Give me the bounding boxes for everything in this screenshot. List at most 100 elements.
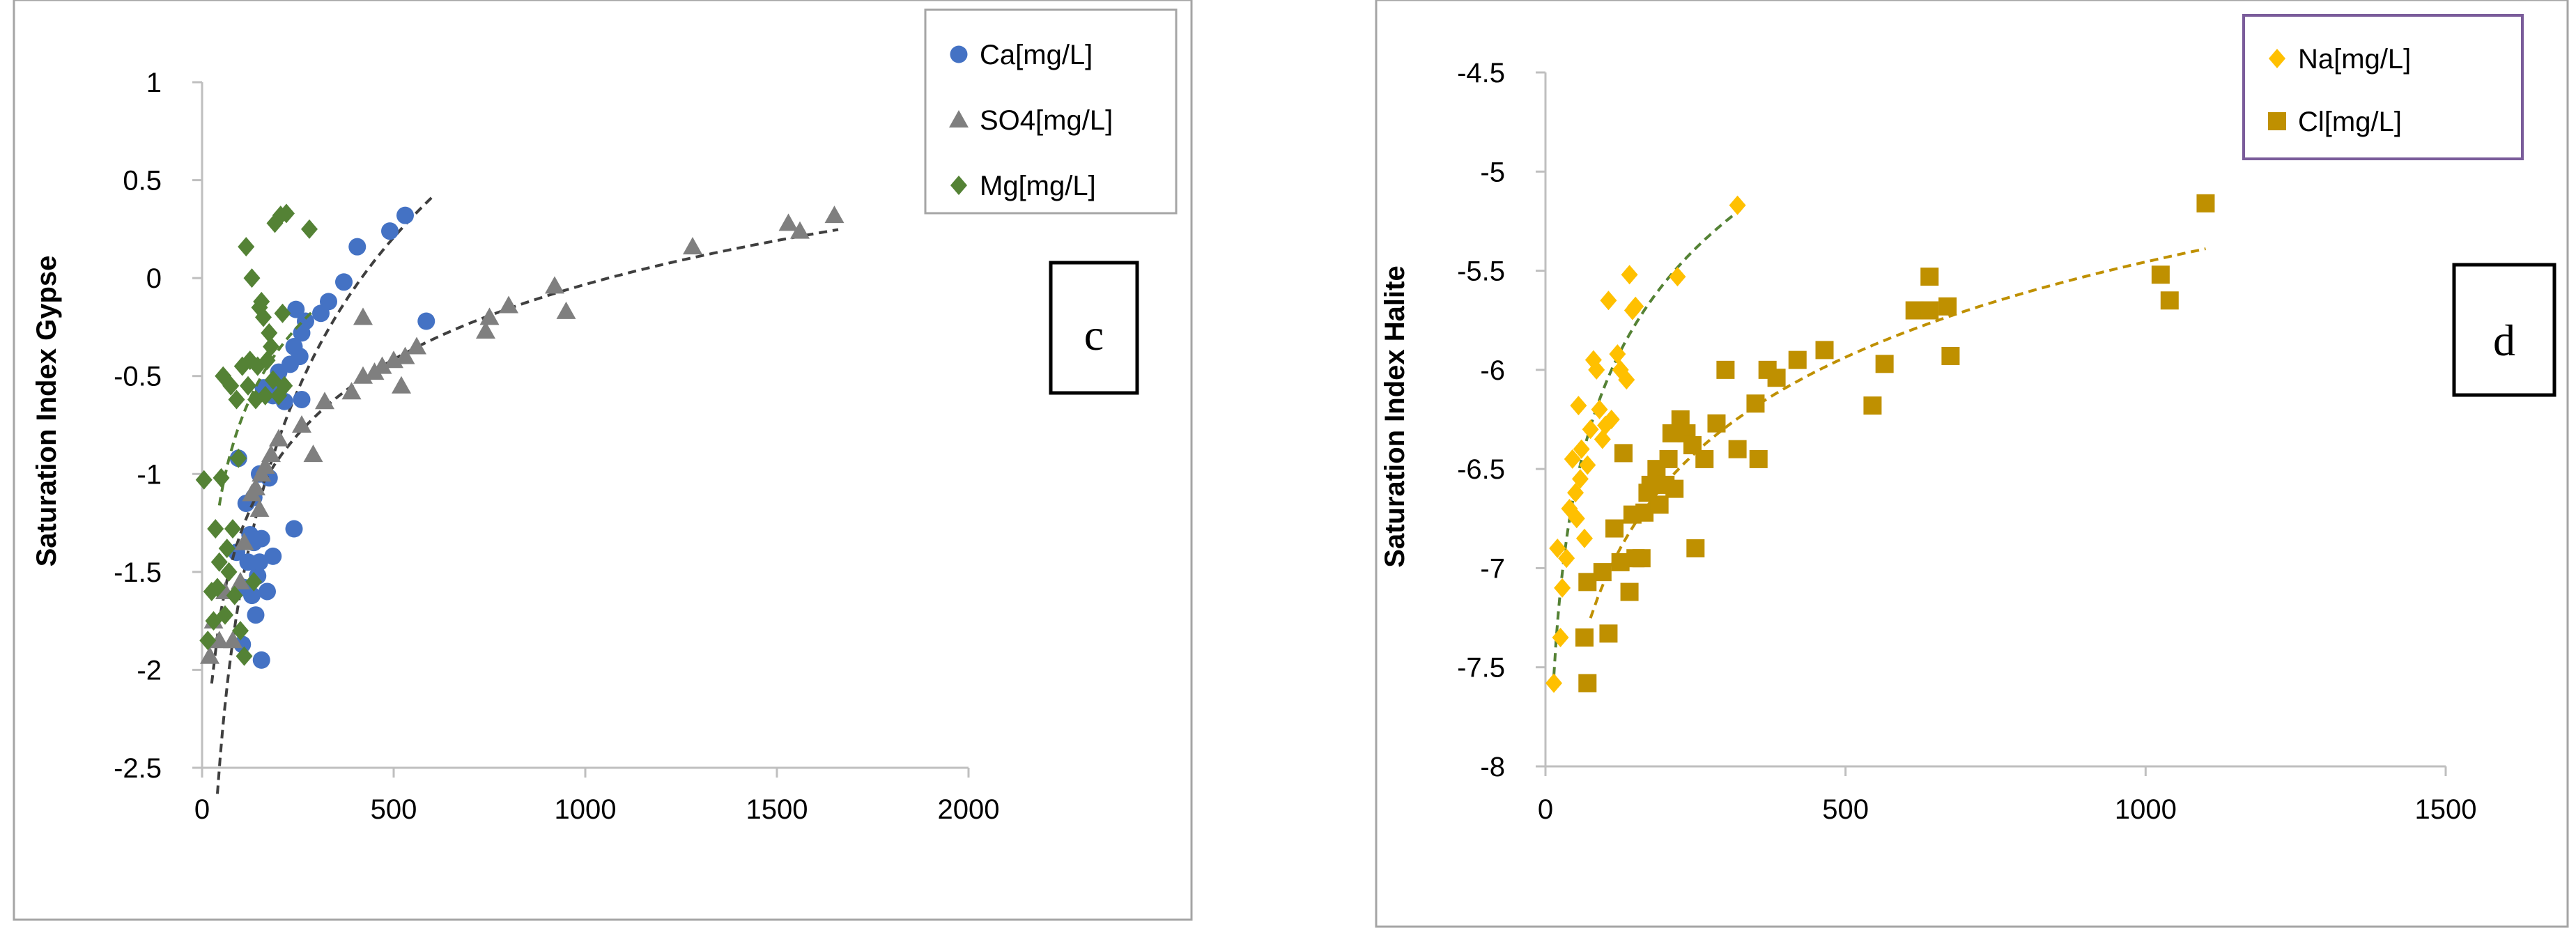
na-point-20 [1600, 291, 1617, 311]
chart-d-series-na [1545, 195, 1746, 693]
panel-tag-box [1049, 261, 1139, 395]
so4-point-22 [392, 376, 411, 394]
legend-mg-marker [950, 176, 967, 195]
so4-point-31 [683, 237, 702, 255]
cl-point-25 [1695, 449, 1714, 468]
cl-point-32 [1767, 369, 1786, 387]
ca-point-36 [381, 222, 399, 240]
na-point-18 [1594, 429, 1611, 449]
so4-point-32 [778, 213, 799, 231]
cl-point-33 [1788, 350, 1807, 369]
cl-point-36 [1875, 355, 1894, 373]
y-tick-label: -5.5 [1457, 256, 1505, 287]
so4-point-0 [200, 646, 219, 664]
cl-point-4 [1599, 624, 1618, 643]
cl-point-18 [1659, 449, 1678, 468]
na-point-22 [1609, 344, 1626, 364]
na-point-11 [1573, 439, 1590, 459]
so4-point-8 [249, 499, 270, 517]
cl-point-8 [1620, 582, 1639, 601]
cl-point-5 [1605, 519, 1624, 538]
ca-point-14 [285, 520, 303, 538]
mg-point-21 [240, 376, 256, 396]
x-tick-label: 1500 [2415, 794, 2477, 825]
cl-point-0 [1578, 674, 1597, 693]
mg-point-7 [213, 468, 230, 488]
legend-so4-marker [949, 110, 969, 128]
na-point-6 [1564, 449, 1581, 469]
mg-point-17 [232, 621, 249, 641]
so4-point-11 [255, 456, 275, 474]
mg-point-40 [278, 203, 295, 224]
mg-point-19 [236, 646, 253, 666]
na-point-27 [1627, 296, 1644, 316]
y-tick-label: -1 [137, 459, 162, 490]
chart-d-y-axis-title: Saturation Index Halite [1380, 265, 1410, 567]
na-point-12 [1575, 528, 1593, 548]
cl-point-28 [1728, 440, 1747, 458]
chart-c-series-mg [195, 203, 318, 666]
mg-point-30 [256, 385, 274, 405]
na-point-29 [1729, 195, 1746, 215]
chart-c-tag: c [1049, 261, 1139, 395]
chart-d-tag: d [2452, 263, 2556, 397]
na-point-9 [1570, 396, 1587, 416]
cl-point-29 [1746, 394, 1765, 413]
y-tick-label: -6 [1480, 355, 1505, 386]
cl-point-44 [2196, 194, 2215, 212]
mg-point-23 [243, 268, 261, 288]
so4-point-27 [479, 307, 500, 325]
legend-cl-marker [2268, 112, 2286, 130]
so4-trendline [210, 228, 839, 684]
mg-point-32 [261, 323, 278, 343]
chart-c-y-axis-title: Saturation Index Gypse [31, 256, 62, 567]
ca-point-34 [335, 273, 353, 291]
cl-point-38 [1920, 301, 1939, 320]
cl-point-27 [1716, 360, 1735, 379]
chart-d-legend: Na[mg/L] Cl[mg/L] [2242, 14, 2524, 160]
mg-point-20 [238, 237, 255, 257]
na-point-16 [1588, 360, 1605, 380]
chart-c-frame [13, 0, 1193, 921]
so4-point-2 [209, 631, 229, 649]
na-point-4 [1558, 548, 1575, 569]
cl-point-16 [1650, 495, 1669, 514]
y-tick-label: -5 [1480, 157, 1505, 187]
na-point-3 [1554, 578, 1571, 598]
mg-point-39 [276, 376, 293, 396]
y-tick-label: -2 [137, 655, 162, 686]
mg-point-4 [207, 519, 224, 539]
so4-point-24 [407, 337, 426, 355]
chart-d-panel: -8 -7.5 -7 -6.5 -6 -5.5 -5 -4.5 0 500 1000 1500 Satu… [1375, 0, 2569, 928]
cl-point-30 [1749, 449, 1768, 468]
mg-point-13 [224, 519, 241, 539]
chart-c-series-so4 [200, 206, 844, 684]
panel-tag-label: d [2493, 316, 2515, 365]
ca-point-37 [396, 206, 414, 224]
mg-point-41 [301, 219, 318, 239]
x-tick-label: 500 [1822, 794, 1869, 825]
mg-point-11 [220, 562, 238, 582]
so4-point-23 [395, 346, 415, 364]
chart-c-axes: -2.5 -2 -1.5 -1 -0.5 0 0.5 1 0 500 1000 1500 2000 [114, 68, 999, 825]
na-point-24 [1618, 370, 1635, 390]
so4-point-26 [476, 321, 495, 339]
cl-point-1 [1575, 628, 1594, 647]
ca-point-4 [259, 582, 276, 601]
so4-point-16 [315, 392, 334, 410]
y-tick-label: 0 [146, 263, 162, 294]
mg-point-9 [217, 605, 233, 625]
chart-c-panel: -2.5 -2 -1.5 -1 -0.5 0 0.5 1 0 500 1000 1500 2000 Sat… [13, 0, 1193, 921]
cl-point-34 [1815, 341, 1834, 360]
so4-point-4 [223, 631, 242, 649]
y-tick-label: -1.5 [114, 557, 162, 588]
so4-point-25 [353, 307, 373, 325]
x-tick-label: 0 [1538, 794, 1553, 825]
ca-point-5 [247, 606, 265, 624]
legend-cl-label: Cl[mg/L] [2298, 107, 2402, 137]
na-point-14 [1582, 419, 1599, 440]
y-tick-label: -7.5 [1457, 653, 1505, 683]
na-point-10 [1571, 469, 1589, 489]
ca-point-28 [285, 338, 303, 356]
cl-point-39 [1920, 268, 1939, 286]
